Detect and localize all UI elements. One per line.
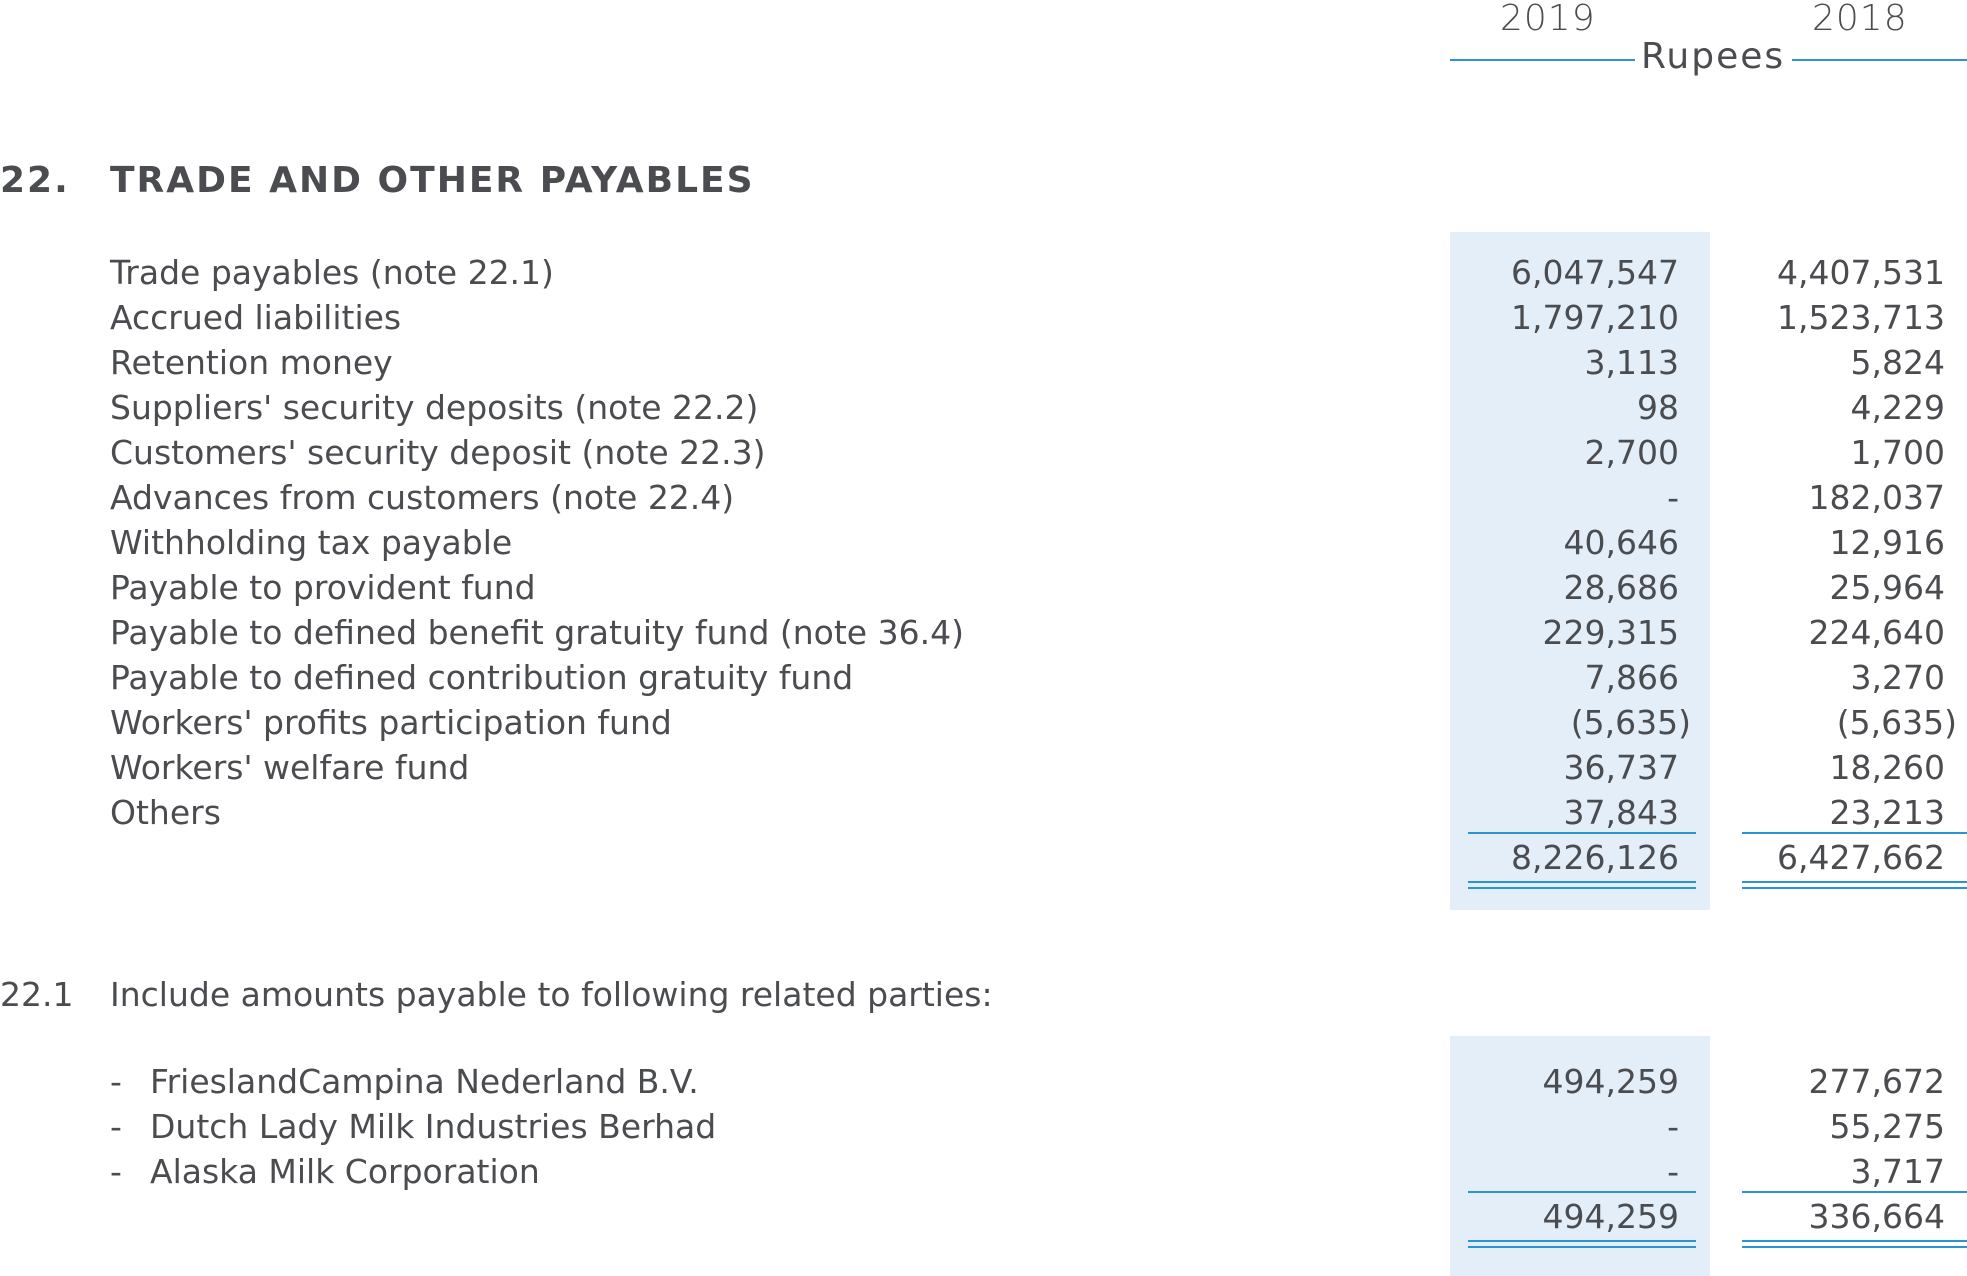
column-header-2018: 2018 [1812,0,1908,39]
table-row: Withholding tax payable 40,646 12,916 [0,520,1967,565]
table-row: Customers' security deposit (note 22.3) … [0,430,1967,475]
value-2018: 182,037 [1808,478,1945,517]
subtotal-rule-2019 [1468,1191,1696,1193]
value-2018: 3,717 [1850,1152,1945,1191]
bullet-dash: - [110,1152,122,1191]
row-label: Trade payables (note 22.1) [110,253,554,292]
value-2018: 55,275 [1829,1107,1945,1146]
total-double-rule-2018-b [1742,1246,1967,1248]
table-row: Payable to defined contribution gratuity… [0,655,1967,700]
subtotal-rule-2019 [1468,832,1696,834]
note-text: Include amounts payable to following rel… [110,975,993,1014]
total-2018: 6,427,662 [1777,838,1945,877]
value-2019: 3,113 [1584,343,1679,382]
row-label: Suppliers' security deposits (note 22.2) [110,388,759,427]
table-row: Advances from customers (note 22.4) - 18… [0,475,1967,520]
row-label: Dutch Lady Milk Industries Berhad [150,1107,717,1146]
table-row: - FrieslandCampina Nederland B.V. 494,25… [0,1059,1967,1104]
bullet-dash: - [110,1107,122,1146]
row-label: Retention money [110,343,393,382]
table-row: Payable to provident fund 28,686 25,964 [0,565,1967,610]
note-number: 22.1 [0,975,74,1014]
row-label: Alaska Milk Corporation [150,1152,540,1191]
value-2019: 37,843 [1563,793,1679,832]
table-row: - Dutch Lady Milk Industries Berhad - 55… [0,1104,1967,1149]
value-2018: 224,640 [1808,613,1945,652]
column-header-2019: 2019 [1500,0,1596,39]
row-label: Payable to provident fund [110,568,536,607]
table-row: Accrued liabilities 1,797,210 1,523,713 [0,295,1967,340]
total-2018: 336,664 [1808,1197,1945,1236]
table-row: Retention money 3,113 5,824 [0,340,1967,385]
value-2019: 40,646 [1563,523,1679,562]
total-double-rule-2018-a [1742,1240,1967,1242]
total-double-rule-2018-a [1742,881,1967,883]
section-title: TRADE AND OTHER PAYABLES [110,160,755,201]
currency-unit-label: Rupees [1641,36,1786,77]
row-label: Advances from customers (note 22.4) [110,478,735,517]
total-double-rule-2019-a [1468,881,1696,883]
total-double-rule-2019-a [1468,1240,1696,1242]
total-row: 8,226,126 6,427,662 [0,835,1967,880]
row-label: Workers' welfare fund [110,748,470,787]
value-2019: - [1667,1107,1679,1146]
row-label: Customers' security deposit (note 22.3) [110,433,766,472]
section-number: 22. [0,160,70,201]
value-2019: 36,737 [1563,748,1679,787]
value-2018: 12,916 [1829,523,1945,562]
row-label: Accrued liabilities [110,298,402,337]
table-row: Others 37,843 23,213 [0,790,1967,835]
value-2018: 5,824 [1850,343,1945,382]
total-row: 494,259 336,664 [0,1194,1967,1239]
subtotal-rule-2018 [1742,1191,1967,1193]
value-2019: 494,259 [1542,1062,1679,1101]
value-2019: 7,866 [1584,658,1679,697]
current-year-column-shade-note [1450,1036,1710,1276]
table-row: Trade payables (note 22.1) 6,047,547 4,4… [0,250,1967,295]
table-row: Suppliers' security deposits (note 22.2)… [0,385,1967,430]
total-double-rule-2019-b [1468,887,1696,889]
row-label: Payable to defined benefit gratuity fund… [110,613,964,652]
value-2018: 277,672 [1808,1062,1945,1101]
value-2018: 3,270 [1850,658,1945,697]
current-year-column-shade [1450,232,1710,910]
row-label: Workers' profits participation fund [110,703,672,742]
value-2019: (5,635) [1570,703,1691,742]
total-double-rule-2018-b [1742,887,1967,889]
value-2018: 25,964 [1829,568,1945,607]
bullet-dash: - [110,1062,122,1101]
subtotal-rule-2018 [1742,832,1967,834]
value-2019: 1,797,210 [1511,298,1679,337]
value-2018: 18,260 [1829,748,1945,787]
value-2019: 229,315 [1542,613,1679,652]
value-2018: 4,229 [1850,388,1945,427]
value-2019: 98 [1637,388,1679,427]
row-label: Withholding tax payable [110,523,513,562]
value-2019: - [1667,478,1679,517]
table-row: Payable to defined benefit gratuity fund… [0,610,1967,655]
value-2019: - [1667,1152,1679,1191]
table-row: Workers' welfare fund 36,737 18,260 [0,745,1967,790]
table-row: Workers' profits participation fund (5,6… [0,700,1967,745]
value-2018: 1,523,713 [1777,298,1945,337]
row-label: FrieslandCampina Nederland B.V. [150,1062,699,1101]
value-2019: 28,686 [1563,568,1679,607]
value-2019: 6,047,547 [1511,253,1679,292]
total-double-rule-2019-b [1468,1246,1696,1248]
unit-rule-left [1450,59,1635,61]
value-2019: 2,700 [1584,433,1679,472]
value-2018: 4,407,531 [1777,253,1945,292]
table-row: - Alaska Milk Corporation - 3,717 [0,1149,1967,1194]
row-label: Payable to defined contribution gratuity… [110,658,854,697]
row-label: Others [110,793,221,832]
total-2019: 8,226,126 [1511,838,1679,877]
total-2019: 494,259 [1542,1197,1679,1236]
value-2018: 1,700 [1850,433,1945,472]
value-2018: 23,213 [1829,793,1945,832]
value-2018: (5,635) [1836,703,1957,742]
unit-rule-right [1792,59,1967,61]
